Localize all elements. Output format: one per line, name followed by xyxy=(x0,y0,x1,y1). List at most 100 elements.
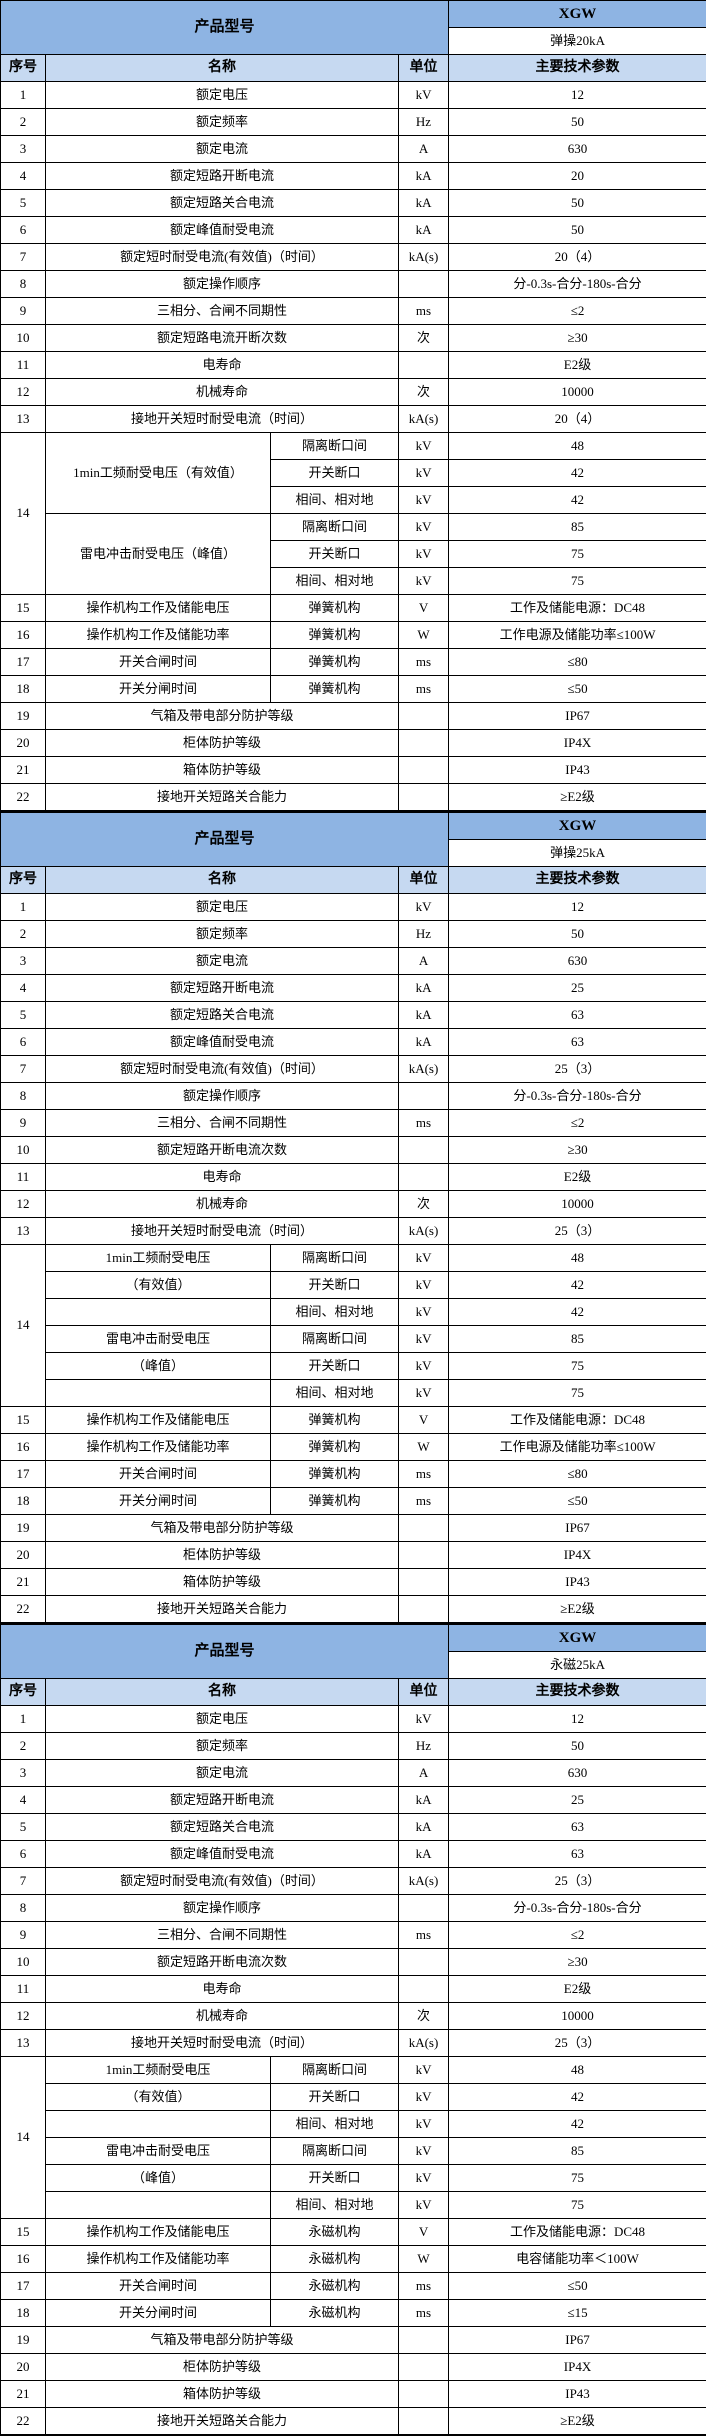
unit-cell: W xyxy=(399,2246,449,2273)
row-no-cell: 11 xyxy=(1,1976,46,2003)
row-no-cell: 20 xyxy=(1,2354,46,2381)
unit-cell: kV xyxy=(399,460,449,487)
col-header-cell: 主要技术参数 xyxy=(449,55,706,82)
row-no-cell: 3 xyxy=(1,136,46,163)
value-cell: 20（4） xyxy=(449,244,706,271)
unit-cell xyxy=(399,271,449,298)
param-name-cell xyxy=(46,2192,271,2219)
unit-cell: kV xyxy=(399,82,449,109)
row-no-cell: 15 xyxy=(1,2219,46,2246)
param-name-cell: 柜体防护等级 xyxy=(46,1542,399,1569)
value-cell: IP4X xyxy=(449,2354,706,2381)
value-cell: ≤2 xyxy=(449,1922,706,1949)
value-cell: 20 xyxy=(449,163,706,190)
row-no-cell: 2 xyxy=(1,1733,46,1760)
row-no-cell: 22 xyxy=(1,2408,46,2436)
unit-cell: kV xyxy=(399,1353,449,1380)
param-name-cell: （峰值） xyxy=(46,2165,271,2192)
unit-cell: kA xyxy=(399,1029,449,1056)
value-cell: IP43 xyxy=(449,1569,706,1596)
value-cell: ≤2 xyxy=(449,1110,706,1137)
row-no-cell: 4 xyxy=(1,163,46,190)
value-cell: 42 xyxy=(449,1299,706,1326)
unit-cell: ms xyxy=(399,1488,449,1515)
param-name-cell: 额定短路开断电流次数 xyxy=(46,1137,399,1164)
row-no-cell: 6 xyxy=(1,1841,46,1868)
value-cell: 48 xyxy=(449,1245,706,1272)
unit-cell: A xyxy=(399,948,449,975)
value-cell: 63 xyxy=(449,1002,706,1029)
param-name-cell: 三相分、合闸不同期性 xyxy=(46,298,399,325)
param-subname-cell: 隔离断口间 xyxy=(271,2138,399,2165)
value-cell: 630 xyxy=(449,1760,706,1787)
param-name-cell: 开关分闸时间 xyxy=(46,676,271,703)
unit-cell: kA xyxy=(399,975,449,1002)
param-name-cell: 额定短路开断电流 xyxy=(46,1787,399,1814)
param-subname-cell: 永磁机构 xyxy=(271,2246,399,2273)
value-cell: 630 xyxy=(449,136,706,163)
param-subname-cell: 隔离断口间 xyxy=(271,2057,399,2084)
value-cell: 75 xyxy=(449,541,706,568)
row-no-cell: 13 xyxy=(1,406,46,433)
row-no-cell: 2 xyxy=(1,921,46,948)
unit-cell xyxy=(399,1895,449,1922)
param-name-cell: 开关合闸时间 xyxy=(46,649,271,676)
value-cell: 75 xyxy=(449,2192,706,2219)
row-no-cell: 13 xyxy=(1,2030,46,2057)
unit-cell: ms xyxy=(399,1461,449,1488)
row-no-cell: 9 xyxy=(1,298,46,325)
row-no-cell: 17 xyxy=(1,1461,46,1488)
param-name-cell: 接地开关短时耐受电流（时间） xyxy=(46,406,399,433)
row-no-cell: 14 xyxy=(1,2057,46,2219)
param-name-cell: 额定频率 xyxy=(46,921,399,948)
param-name-cell: 接地开关短时耐受电流（时间） xyxy=(46,2030,399,2057)
param-subname-cell: 相间、相对地 xyxy=(271,1299,399,1326)
row-no-cell: 17 xyxy=(1,649,46,676)
param-name-cell: 箱体防护等级 xyxy=(46,1569,399,1596)
param-name-cell: 额定频率 xyxy=(46,109,399,136)
param-name-cell: 气箱及带电部分防护等级 xyxy=(46,2327,399,2354)
unit-cell: W xyxy=(399,1434,449,1461)
param-name-cell: 额定操作顺序 xyxy=(46,271,399,298)
param-name-cell: 额定短路关合电流 xyxy=(46,1002,399,1029)
param-name-cell: 开关分闸时间 xyxy=(46,2300,271,2327)
unit-cell: kA(s) xyxy=(399,244,449,271)
variant-cell: 弹操20kA xyxy=(449,28,706,55)
param-name-cell: 额定操作顺序 xyxy=(46,1895,399,1922)
unit-cell: V xyxy=(399,595,449,622)
row-no-cell: 4 xyxy=(1,975,46,1002)
param-name-cell xyxy=(46,2111,271,2138)
row-no-cell: 5 xyxy=(1,1002,46,1029)
param-name-cell xyxy=(46,1380,271,1407)
value-cell: E2级 xyxy=(449,1976,706,2003)
value-cell: 75 xyxy=(449,2165,706,2192)
row-no-cell: 15 xyxy=(1,1407,46,1434)
param-subname-cell: 弹簧机构 xyxy=(271,1461,399,1488)
value-cell: 25（3） xyxy=(449,1868,706,1895)
row-no-cell: 5 xyxy=(1,1814,46,1841)
unit-cell: kV xyxy=(399,1326,449,1353)
value-cell: IP67 xyxy=(449,2327,706,2354)
row-no-cell: 3 xyxy=(1,1760,46,1787)
row-no-cell: 8 xyxy=(1,271,46,298)
param-subname-cell: 永磁机构 xyxy=(271,2273,399,2300)
unit-cell xyxy=(399,2381,449,2408)
row-no-cell: 17 xyxy=(1,2273,46,2300)
